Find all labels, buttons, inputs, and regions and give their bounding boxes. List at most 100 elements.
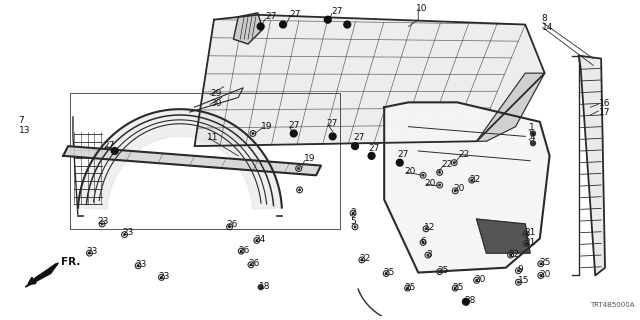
Circle shape	[454, 162, 455, 164]
Circle shape	[368, 152, 375, 159]
Circle shape	[259, 285, 263, 290]
Circle shape	[280, 21, 287, 28]
Text: 27: 27	[398, 150, 409, 159]
Circle shape	[385, 273, 387, 274]
Circle shape	[531, 141, 536, 146]
Text: 25: 25	[539, 258, 550, 267]
Text: 15: 15	[518, 276, 529, 285]
Text: 22: 22	[470, 175, 481, 184]
Circle shape	[361, 259, 363, 261]
Polygon shape	[63, 146, 321, 175]
Text: 26: 26	[227, 220, 238, 229]
Polygon shape	[579, 56, 605, 276]
Circle shape	[540, 263, 541, 265]
Text: 7: 7	[19, 116, 24, 125]
Text: 23: 23	[97, 218, 109, 227]
Circle shape	[352, 212, 354, 214]
Circle shape	[344, 21, 351, 28]
Polygon shape	[477, 219, 530, 253]
Circle shape	[422, 174, 424, 176]
Text: 9: 9	[518, 265, 524, 274]
Text: 21: 21	[524, 228, 536, 237]
Polygon shape	[195, 15, 545, 146]
Text: 14: 14	[542, 23, 553, 32]
Circle shape	[407, 287, 408, 289]
Text: 5: 5	[350, 218, 356, 227]
Text: 1: 1	[529, 123, 535, 132]
Text: 27: 27	[103, 141, 115, 150]
Circle shape	[476, 280, 477, 281]
Circle shape	[298, 168, 300, 169]
Text: 17: 17	[599, 108, 611, 116]
Circle shape	[329, 133, 336, 140]
Text: 22: 22	[442, 160, 453, 169]
Text: 26: 26	[248, 259, 259, 268]
Circle shape	[291, 130, 297, 137]
Text: TRT4B5000A: TRT4B5000A	[591, 302, 635, 308]
Circle shape	[355, 226, 356, 228]
Circle shape	[454, 190, 456, 192]
Circle shape	[241, 250, 242, 252]
Text: 25: 25	[383, 268, 395, 277]
Text: 22: 22	[458, 150, 469, 159]
Circle shape	[463, 298, 469, 305]
Circle shape	[540, 275, 541, 276]
Circle shape	[422, 242, 424, 243]
Text: 28: 28	[464, 296, 476, 305]
Circle shape	[518, 270, 519, 271]
Circle shape	[138, 265, 139, 267]
Text: 23: 23	[122, 228, 134, 237]
Circle shape	[89, 252, 90, 254]
Text: 27: 27	[289, 10, 300, 19]
Text: 27: 27	[353, 133, 364, 142]
Text: 24: 24	[254, 235, 265, 244]
Circle shape	[510, 254, 511, 256]
Circle shape	[525, 243, 527, 244]
Text: 25: 25	[438, 266, 449, 275]
Text: 27: 27	[332, 7, 343, 16]
Polygon shape	[78, 109, 282, 209]
Text: 30: 30	[210, 99, 221, 108]
Circle shape	[439, 184, 440, 186]
Text: 18: 18	[259, 282, 270, 291]
Circle shape	[525, 233, 527, 235]
Text: 20: 20	[539, 270, 550, 279]
Circle shape	[531, 131, 536, 136]
Polygon shape	[234, 13, 262, 44]
Circle shape	[439, 172, 440, 173]
Circle shape	[257, 23, 264, 30]
Text: 25: 25	[452, 283, 463, 292]
Circle shape	[299, 189, 300, 191]
Text: 6: 6	[420, 237, 426, 246]
Text: 19: 19	[303, 154, 315, 163]
Text: 27: 27	[288, 121, 300, 130]
Text: 23: 23	[86, 247, 98, 256]
Circle shape	[518, 282, 519, 283]
Circle shape	[124, 234, 125, 236]
Text: 11: 11	[207, 133, 219, 142]
Text: 3: 3	[426, 250, 432, 259]
Text: 29: 29	[210, 89, 221, 98]
Text: 22: 22	[359, 254, 370, 263]
Circle shape	[250, 264, 252, 266]
Text: 21: 21	[524, 238, 536, 247]
Text: 19: 19	[260, 122, 272, 131]
Text: 20: 20	[475, 275, 486, 284]
Text: 26: 26	[238, 246, 250, 255]
Circle shape	[396, 159, 403, 166]
Circle shape	[427, 254, 429, 256]
Text: 4: 4	[529, 133, 535, 142]
Text: FR.: FR.	[61, 257, 81, 267]
Polygon shape	[384, 102, 550, 273]
Circle shape	[111, 148, 118, 154]
Circle shape	[454, 287, 456, 289]
Circle shape	[471, 180, 472, 181]
Text: 23: 23	[159, 272, 170, 281]
Polygon shape	[26, 263, 58, 287]
Circle shape	[256, 240, 257, 241]
Text: 2: 2	[350, 208, 356, 217]
Text: 13: 13	[19, 126, 30, 135]
Text: 22: 22	[509, 250, 520, 259]
Text: 27: 27	[266, 12, 277, 21]
Circle shape	[228, 226, 230, 228]
